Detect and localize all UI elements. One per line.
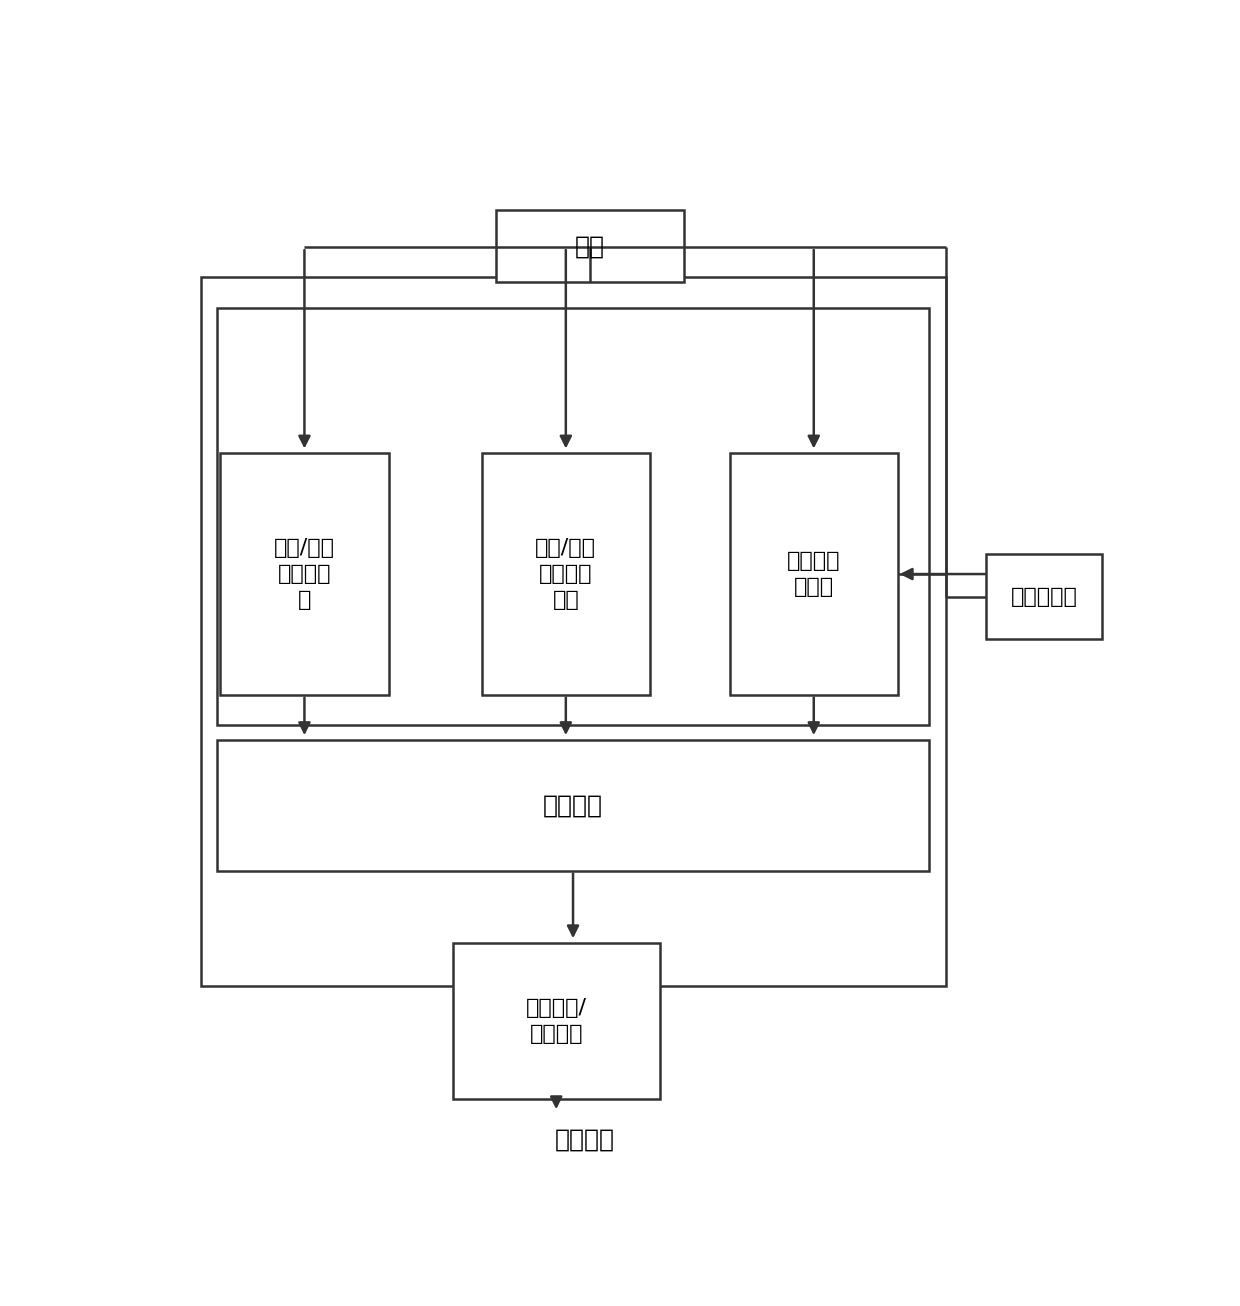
Bar <box>221 453 388 695</box>
Text: 电阻值检
测模块: 电阻值检 测模块 <box>787 551 841 597</box>
Text: 数据输入/
输出模块: 数据输入/ 输出模块 <box>526 998 587 1045</box>
Bar <box>481 453 650 695</box>
Bar <box>729 453 898 695</box>
Bar <box>496 210 683 282</box>
Text: 电源: 电源 <box>575 234 605 259</box>
Text: 数据接口: 数据接口 <box>556 1127 615 1152</box>
Bar <box>217 741 929 871</box>
Text: 主控模块: 主控模块 <box>543 793 603 818</box>
Bar <box>986 554 1101 640</box>
Bar <box>453 943 660 1098</box>
Bar <box>201 277 946 986</box>
Text: 电流/电压
波形检测
模块: 电流/电压 波形检测 模块 <box>536 538 596 610</box>
Bar <box>217 308 929 725</box>
Text: 空调压缩机: 空调压缩机 <box>1011 586 1078 607</box>
Text: 电流/电压
值检测模
块: 电流/电压 值检测模 块 <box>274 538 335 610</box>
